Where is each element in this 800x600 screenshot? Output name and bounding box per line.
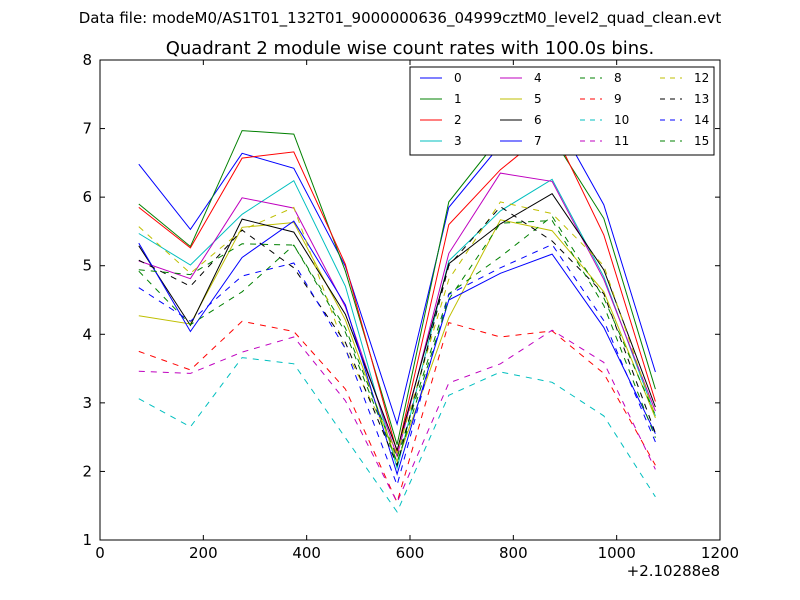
legend-label-5: 5	[534, 92, 542, 106]
legend-label-8: 8	[614, 71, 622, 85]
series-line-14	[138, 243, 656, 487]
legend-label-7: 7	[534, 134, 542, 148]
legend-label-2: 2	[454, 113, 462, 127]
legend-label-12: 12	[694, 71, 709, 85]
legend-label-10: 10	[614, 113, 629, 127]
legend-label-13: 13	[694, 92, 709, 106]
series-line-6	[138, 193, 656, 452]
x-tick-label: 1000	[598, 544, 636, 562]
legend-label-11: 11	[614, 134, 629, 148]
series-line-12	[138, 201, 656, 455]
y-tick-label: 5	[82, 257, 92, 275]
series-line-5	[138, 219, 656, 464]
x-tick-label: 800	[499, 544, 528, 562]
series-line-8	[138, 215, 656, 460]
x-tick-label: 1200	[701, 544, 739, 562]
y-tick-label: 4	[82, 325, 92, 343]
series-line-0	[138, 111, 656, 426]
series-line-15	[138, 219, 656, 464]
x-tick-label: 400	[292, 544, 321, 562]
legend-label-4: 4	[534, 71, 542, 85]
x-tick-label: 200	[189, 544, 218, 562]
x-tick-label: 0	[95, 544, 105, 562]
series-line-7	[138, 220, 656, 476]
plot-area	[138, 111, 656, 513]
series-line-1	[138, 130, 656, 445]
series-line-10	[138, 357, 656, 513]
legend-label-15: 15	[694, 134, 709, 148]
y-tick-label: 2	[82, 462, 92, 480]
y-tick-label: 3	[82, 394, 92, 412]
series-line-11	[138, 329, 656, 504]
legend-box	[409, 66, 715, 156]
y-tick-label: 7	[82, 120, 92, 138]
chart-title: Quadrant 2 module wise count rates with …	[166, 38, 655, 59]
legend-label-0: 0	[454, 71, 462, 85]
legend-label-1: 1	[454, 92, 462, 106]
suptitle: Data file: modeM0/AS1T01_132T01_90000006…	[79, 9, 722, 28]
legend-label-6: 6	[534, 113, 542, 127]
legend-label-14: 14	[694, 113, 709, 127]
series-line-13	[138, 206, 656, 467]
y-tick-label: 8	[82, 51, 92, 69]
legend-label-9: 9	[614, 92, 622, 106]
y-tick-label: 6	[82, 188, 92, 206]
x-tick-label: 600	[396, 544, 425, 562]
series-line-3	[138, 178, 656, 470]
x-offset-label: +2.10288e8	[627, 562, 720, 580]
series-line-4	[138, 172, 656, 459]
legend-label-3: 3	[454, 134, 462, 148]
y-tick-label: 1	[82, 531, 92, 549]
